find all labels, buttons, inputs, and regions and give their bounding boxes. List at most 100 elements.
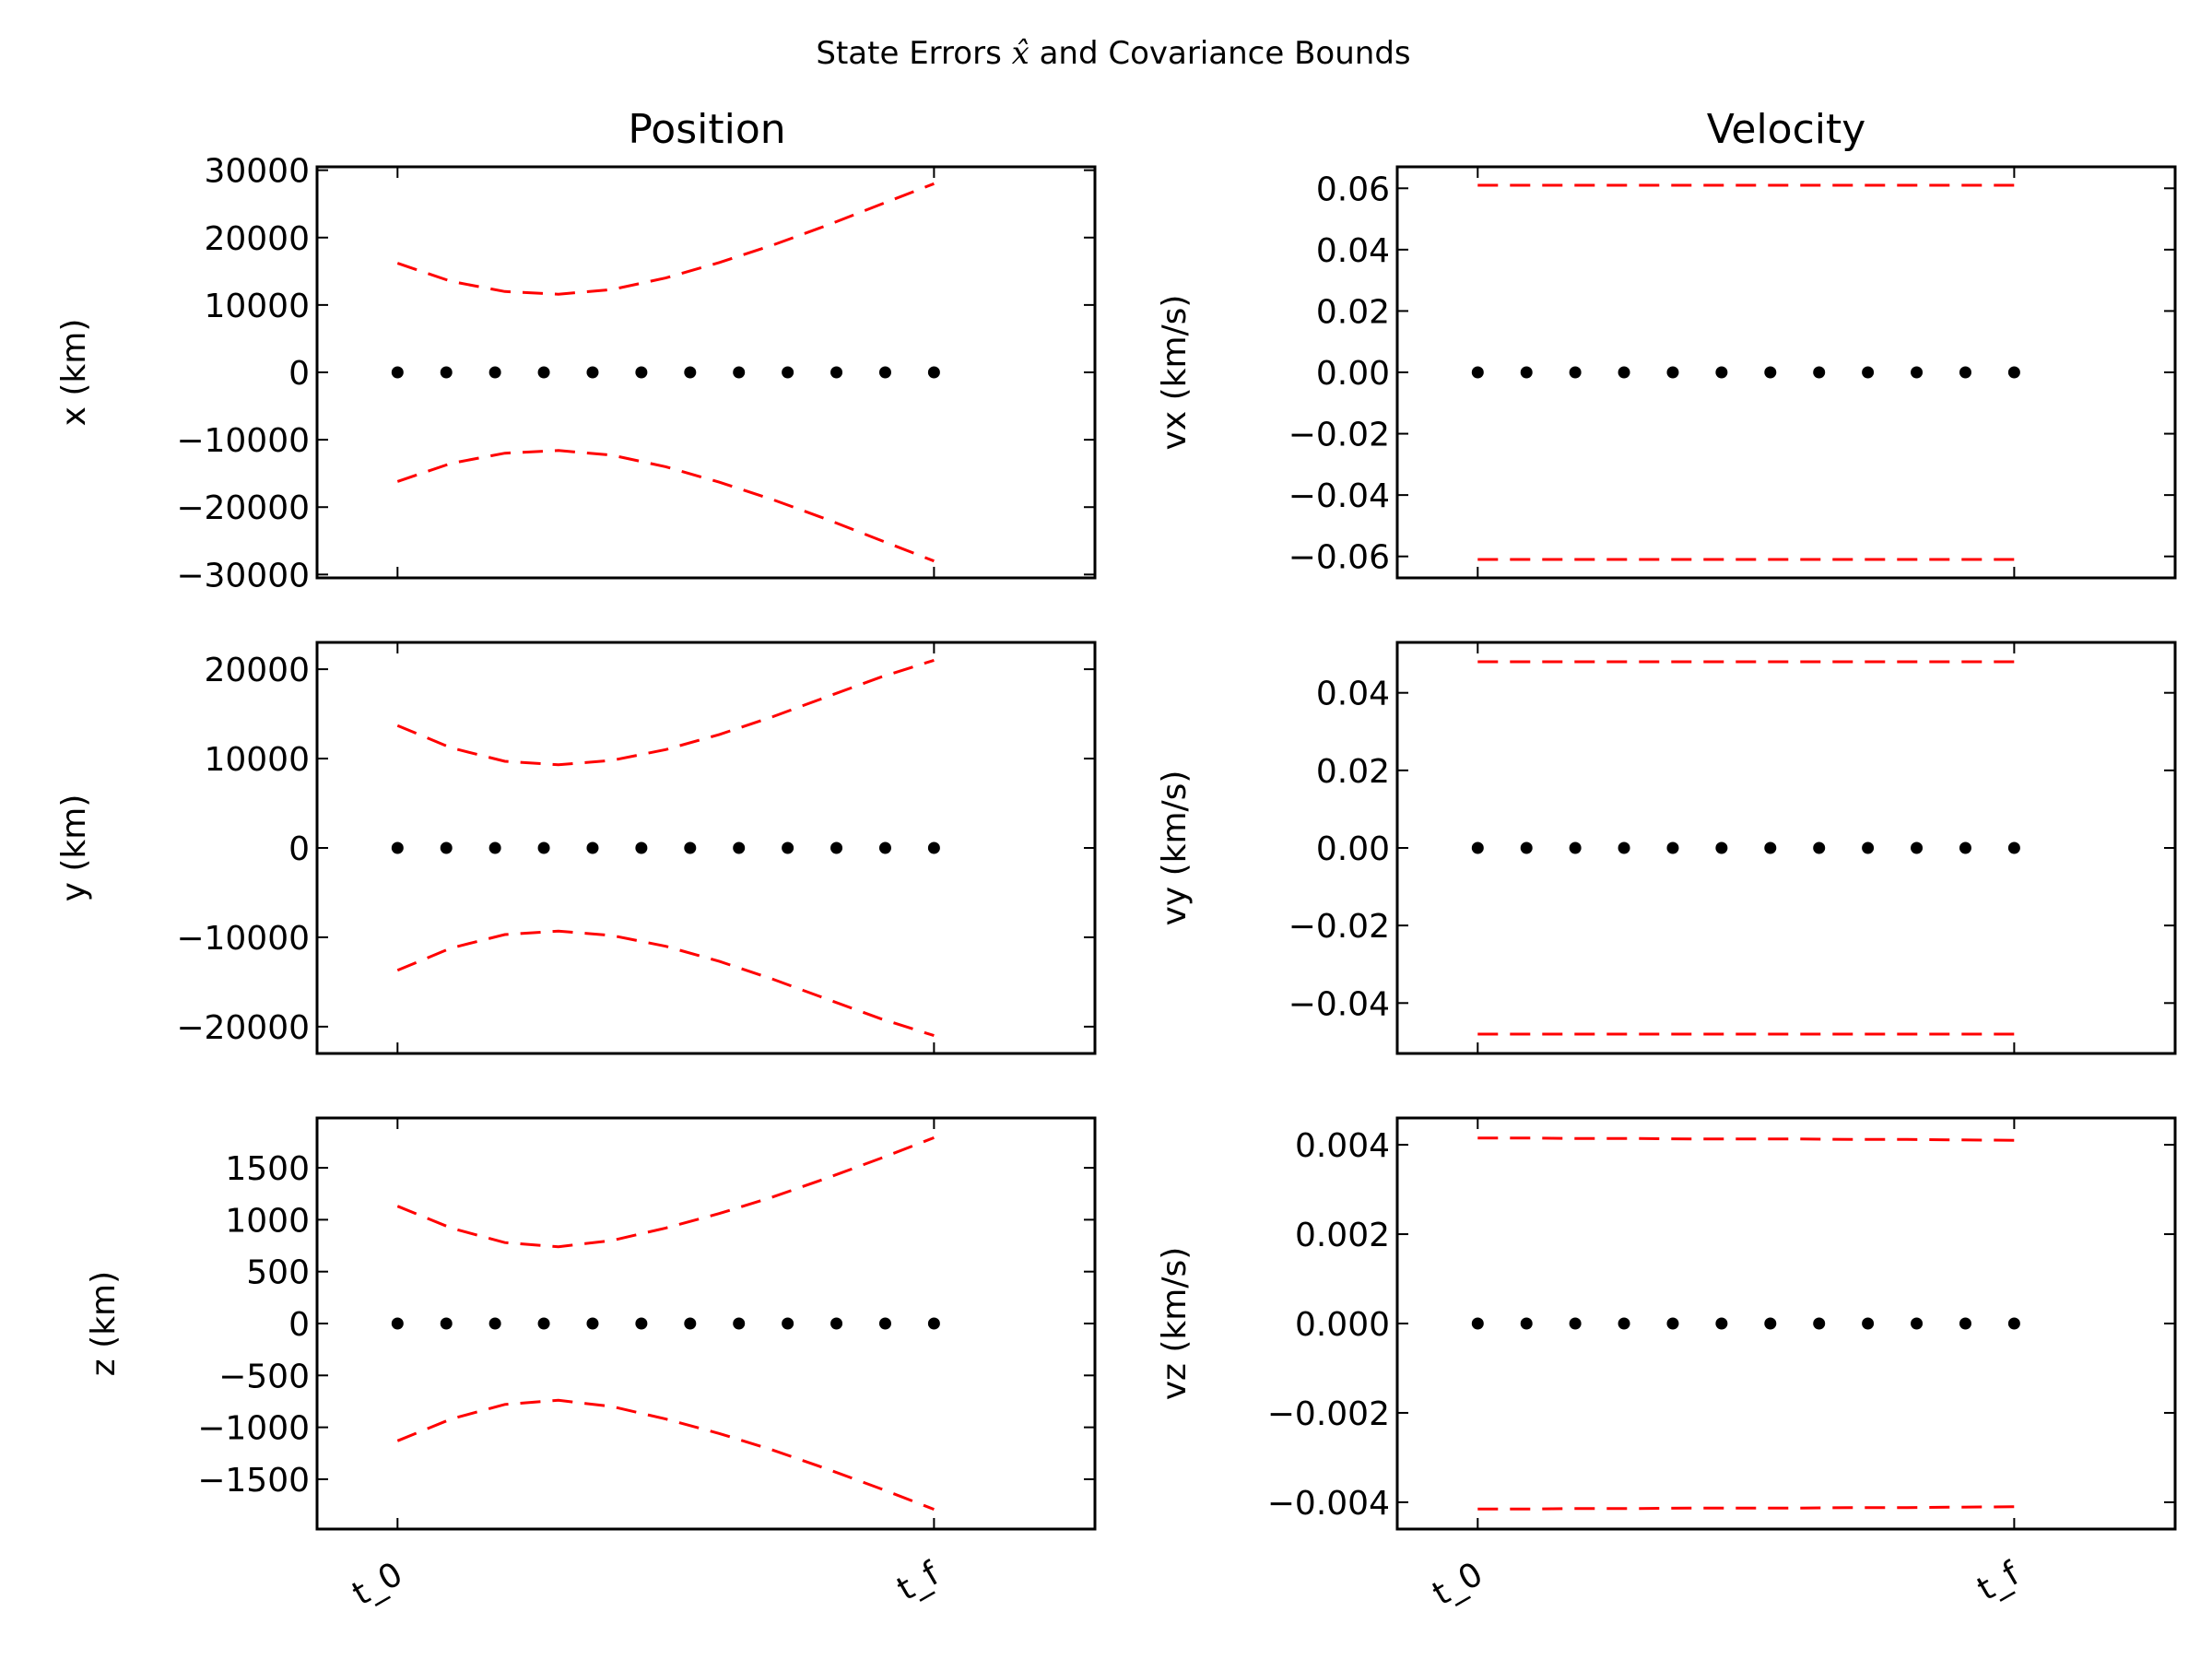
column-title-velocity: Velocity — [1707, 106, 1866, 153]
error-point — [782, 366, 794, 379]
error-point — [1618, 841, 1630, 854]
error-point — [1520, 366, 1533, 379]
error-point — [1715, 1317, 1728, 1330]
y-tick-label: 0.004 — [1295, 1127, 1390, 1165]
y-axis-label: vz (km/s) — [1156, 1247, 1194, 1401]
error-point — [488, 366, 501, 379]
error-point — [440, 841, 453, 854]
y-tick-label: −20000 — [176, 1009, 310, 1047]
y-tick-label: −0.02 — [1288, 908, 1390, 946]
error-point — [1862, 1317, 1875, 1330]
y-axis-label: z (km) — [85, 1271, 123, 1376]
y-axis-label: vy (km/s) — [1156, 771, 1194, 926]
error-point — [1764, 1317, 1777, 1330]
x-tick-label: t_0 — [1427, 1555, 1489, 1613]
error-point — [684, 1317, 697, 1330]
axes-frame — [315, 1116, 1097, 1531]
axes-frame — [1395, 165, 2177, 580]
error-point — [878, 366, 891, 379]
y-tick-label: −30000 — [176, 557, 310, 594]
suptitle-symbol: x̂ — [1012, 35, 1030, 72]
error-point — [1520, 1317, 1533, 1330]
error-point — [2007, 1317, 2020, 1330]
error-point — [1618, 366, 1630, 379]
error-point — [1471, 841, 1484, 854]
error-point — [586, 366, 599, 379]
error-point — [927, 1317, 940, 1330]
y-tick-label: 0.00 — [1316, 355, 1390, 393]
suptitle-prefix: State Errors — [816, 35, 1011, 72]
x-tick-label: t_0 — [347, 1555, 409, 1613]
error-point — [488, 841, 501, 854]
y-tick-label: 0.04 — [1316, 676, 1390, 713]
y-tick-label: 0 — [288, 355, 310, 393]
upper-bound-line — [396, 658, 935, 767]
error-point — [1569, 841, 1582, 854]
error-point — [1764, 366, 1777, 379]
error-point — [927, 366, 940, 379]
y-tick-label: 0.06 — [1316, 171, 1390, 208]
upper-bound-line — [1477, 1136, 2015, 1142]
lower-bound-line — [396, 449, 935, 563]
subplot-vy: 0.04 0.02 0.00 −0.02 −0.04 vy (km/s) — [1156, 641, 2177, 1055]
error-point — [1862, 841, 1875, 854]
error-point — [1911, 841, 1924, 854]
error-point — [1911, 1317, 1924, 1330]
y-tick-label: 0.02 — [1316, 753, 1390, 791]
error-point — [830, 841, 843, 854]
y-tick-label: −0.04 — [1288, 985, 1390, 1023]
error-point — [391, 1317, 404, 1330]
subplot-z: 1500 1000 500 0 −500 −1000 −1500 t_0 t_f z (km) — [85, 1116, 1097, 1613]
lower-bound-line — [1477, 1505, 2015, 1511]
error-point — [1862, 366, 1875, 379]
error-point — [635, 1317, 648, 1330]
error-point — [782, 841, 794, 854]
y-tick-label: 500 — [246, 1254, 310, 1292]
axes-frame — [1395, 641, 2177, 1055]
y-axis-label: y (km) — [55, 794, 93, 902]
error-point — [2007, 841, 2020, 854]
y-tick-label: 0.002 — [1295, 1217, 1390, 1254]
suptitle-suffix: and Covariance Bounds — [1030, 35, 1411, 72]
error-point — [1715, 841, 1728, 854]
y-tick-label: 0 — [288, 830, 310, 868]
error-point — [1471, 1317, 1484, 1330]
y-tick-label: 0.00 — [1316, 830, 1390, 868]
y-tick-label: 0.02 — [1316, 293, 1390, 331]
error-point — [586, 841, 599, 854]
y-tick-label: −10000 — [176, 422, 310, 460]
y-tick-label: −1000 — [197, 1410, 310, 1448]
error-point — [1813, 841, 1826, 854]
error-point — [878, 1317, 891, 1330]
error-point — [586, 1317, 599, 1330]
error-point — [440, 366, 453, 379]
error-point — [635, 366, 648, 379]
error-point — [1569, 1317, 1582, 1330]
error-point — [537, 841, 550, 854]
error-point — [830, 1317, 843, 1330]
y-tick-label: 0.000 — [1295, 1306, 1390, 1344]
error-point — [537, 366, 550, 379]
subplot-y: 20000 10000 0 −10000 −20000 y (km) — [55, 641, 1097, 1055]
x-tick-label: t_f — [1971, 1555, 2027, 1609]
error-point — [782, 1317, 794, 1330]
figure-suptitle: State Errors x̂ and Covariance Bounds — [816, 35, 1410, 72]
error-point — [1666, 366, 1679, 379]
error-point — [537, 1317, 550, 1330]
subplot-vz: 0.004 0.002 0.000 −0.002 −0.004 t_0 t_f vz (km/… — [1156, 1116, 2177, 1613]
lower-bound-line — [396, 929, 935, 1038]
error-point — [684, 841, 697, 854]
error-point — [1569, 366, 1582, 379]
axes-frame — [1395, 1116, 2177, 1531]
error-point — [1666, 841, 1679, 854]
y-tick-label: −0.04 — [1288, 477, 1390, 515]
y-tick-label: −0.02 — [1288, 417, 1390, 454]
lower-bound-line — [396, 1398, 935, 1511]
error-point — [1813, 366, 1826, 379]
error-point — [1813, 1317, 1826, 1330]
error-point — [1959, 366, 1971, 379]
error-point — [1471, 366, 1484, 379]
x-tick-label: t_f — [891, 1555, 947, 1609]
